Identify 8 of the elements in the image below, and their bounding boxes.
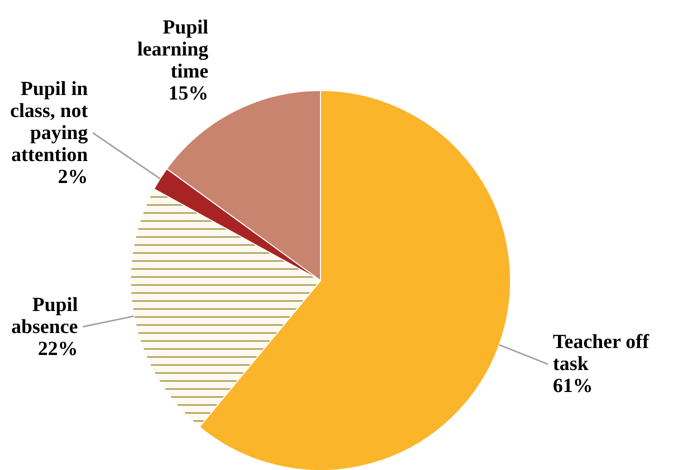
data-label: 22% <box>38 338 78 360</box>
data-label: 61% <box>552 375 593 398</box>
data-label: 2% <box>58 166 88 188</box>
slice-label: Teacher off task <box>552 331 650 376</box>
slice-label: Pupil absence <box>11 294 78 338</box>
data-label: 15% <box>168 82 208 104</box>
slice-label: Pupil in class, not paying attention <box>10 78 88 166</box>
slice-label: Pupil learning time <box>137 16 209 82</box>
